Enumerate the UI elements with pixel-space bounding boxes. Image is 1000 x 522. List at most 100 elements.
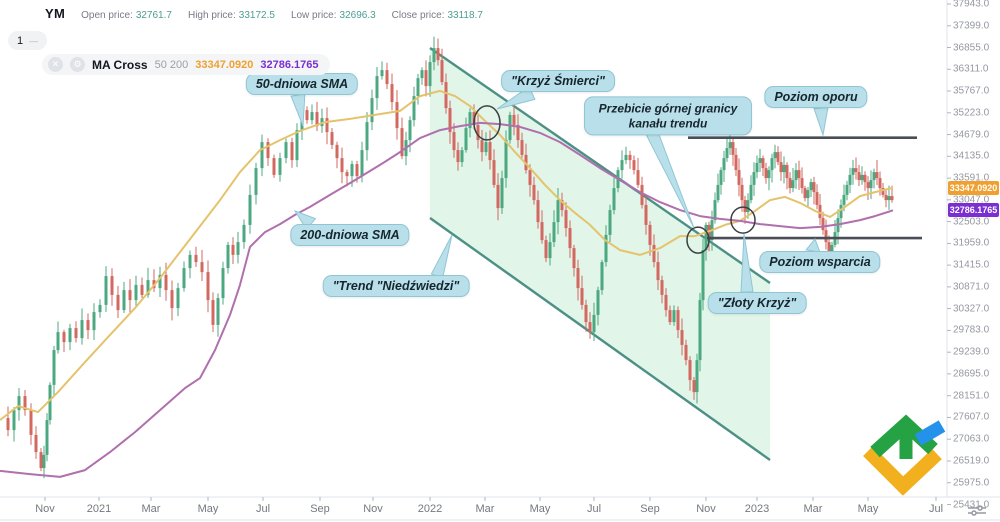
candle-body bbox=[188, 254, 192, 269]
candle-body bbox=[572, 248, 576, 269]
gear-icon[interactable]: ⚙ bbox=[70, 57, 85, 72]
callout-breakout[interactable]: Przebicie górnej granicy kanału trendu bbox=[584, 96, 752, 136]
candle-body bbox=[815, 192, 819, 205]
symbol-name[interactable]: YM bbox=[45, 6, 66, 21]
candle-body bbox=[839, 204, 843, 219]
candle-body bbox=[878, 178, 882, 189]
callout-golden-cross[interactable]: "Złoty Krzyż" bbox=[707, 292, 807, 314]
candle-body bbox=[200, 262, 204, 273]
candle-body bbox=[842, 194, 846, 205]
time-axis-label: May bbox=[197, 503, 219, 515]
price-axis-label: 37399.0 bbox=[953, 20, 990, 32]
sma50-line[interactable] bbox=[0, 89, 894, 421]
bear-channel-lower-line[interactable] bbox=[429, 217, 771, 461]
channel-break-circle[interactable] bbox=[686, 226, 710, 254]
candle-body bbox=[528, 170, 532, 185]
candle-body bbox=[887, 196, 891, 201]
candle-body bbox=[544, 240, 548, 259]
candle-body bbox=[504, 140, 508, 179]
timeframe-selector[interactable]: 1 — bbox=[8, 31, 48, 50]
candle-body bbox=[231, 244, 235, 255]
candle-body bbox=[656, 262, 660, 281]
candle-body bbox=[728, 142, 732, 149]
candle-body bbox=[325, 118, 329, 133]
candle-body bbox=[62, 332, 66, 343]
candle-body bbox=[620, 160, 624, 171]
candle-body bbox=[596, 290, 600, 315]
candle-body bbox=[360, 150, 364, 177]
time-axis-label: 2021 bbox=[86, 503, 112, 515]
candle-body bbox=[424, 70, 428, 87]
candle-body bbox=[345, 172, 349, 177]
candle-body bbox=[310, 112, 314, 121]
candle-body bbox=[134, 284, 138, 301]
callout-sma200[interactable]: 200-dniowa SMA bbox=[290, 224, 410, 246]
candle-body bbox=[335, 144, 339, 159]
candle-body bbox=[116, 294, 120, 311]
candle-body bbox=[664, 294, 668, 311]
candle-body bbox=[140, 284, 144, 295]
candle-body bbox=[512, 114, 516, 125]
candle-body bbox=[560, 200, 564, 211]
bear-channel-upper-line[interactable] bbox=[429, 47, 771, 284]
callout-support[interactable]: Poziom wsparcia bbox=[759, 251, 881, 273]
candle-body bbox=[695, 360, 699, 393]
candle-body bbox=[365, 122, 369, 151]
candle-body bbox=[692, 380, 696, 393]
candle-body bbox=[749, 184, 753, 201]
candle-body bbox=[782, 164, 786, 173]
candle-body bbox=[484, 142, 488, 153]
close-icon[interactable]: ✕ bbox=[48, 57, 63, 72]
candle-body bbox=[194, 254, 198, 263]
golden-cross-circle[interactable] bbox=[730, 206, 756, 234]
candle-body bbox=[164, 274, 168, 291]
callout-sma50[interactable]: 50-dniowa SMA bbox=[245, 73, 359, 95]
death-cross-circle[interactable] bbox=[473, 105, 501, 141]
time-axis-label: Sep bbox=[310, 503, 330, 515]
candle-body bbox=[355, 164, 359, 177]
candle-body bbox=[452, 132, 456, 151]
candle-body bbox=[827, 242, 831, 253]
callout-resistance-tail bbox=[813, 106, 829, 137]
price-axis-label: 31415.0 bbox=[953, 259, 990, 271]
candle-body bbox=[800, 178, 804, 189]
indicator-legend[interactable]: ✕ ⚙ MA Cross 50 200 33347.0920 32786.176… bbox=[42, 54, 331, 75]
candle-body bbox=[707, 224, 711, 241]
candle-body bbox=[752, 172, 756, 185]
candle-body bbox=[74, 328, 78, 339]
candle-body bbox=[755, 162, 759, 173]
candle-body bbox=[716, 184, 720, 201]
symbol-legend[interactable]: YM Open price: 32761.7 High price: 33172.5… bbox=[45, 6, 483, 21]
candle-body bbox=[375, 76, 379, 99]
candle-body bbox=[29, 410, 33, 435]
time-axis-label: Jul bbox=[928, 503, 944, 515]
time-axis-label: Nov bbox=[363, 503, 383, 515]
candle-body bbox=[788, 178, 792, 189]
price-axis-label: 30871.0 bbox=[953, 281, 990, 293]
candle-body bbox=[604, 234, 608, 263]
candle-body bbox=[39, 452, 43, 469]
candle-body bbox=[520, 140, 524, 155]
candle-body bbox=[770, 158, 774, 171]
candle-body bbox=[128, 290, 132, 301]
candle-body bbox=[758, 158, 762, 163]
candle-body bbox=[532, 184, 536, 201]
callout-resistance[interactable]: Poziom oporu bbox=[764, 86, 868, 108]
price-axis-label: 29239.0 bbox=[953, 346, 990, 358]
candle-body bbox=[608, 210, 612, 235]
candle-body bbox=[206, 272, 210, 301]
candle-body bbox=[290, 142, 294, 161]
candle-body bbox=[340, 158, 344, 173]
candle-body bbox=[170, 290, 174, 309]
callout-death-cross[interactable]: "Krzyż Śmierci" bbox=[501, 70, 615, 92]
candle-body bbox=[464, 128, 468, 151]
candle-body bbox=[740, 184, 744, 201]
candle-body bbox=[548, 242, 552, 259]
sma200-line[interactable] bbox=[0, 121, 894, 478]
callout-bear-trend[interactable]: "Trend "Niedźwiedzi" bbox=[322, 275, 470, 297]
price-axis-label: 34135.0 bbox=[953, 150, 990, 162]
logo-stroke bbox=[914, 420, 946, 446]
candle-body bbox=[791, 180, 795, 189]
scale-settings-icon[interactable] bbox=[968, 505, 986, 516]
